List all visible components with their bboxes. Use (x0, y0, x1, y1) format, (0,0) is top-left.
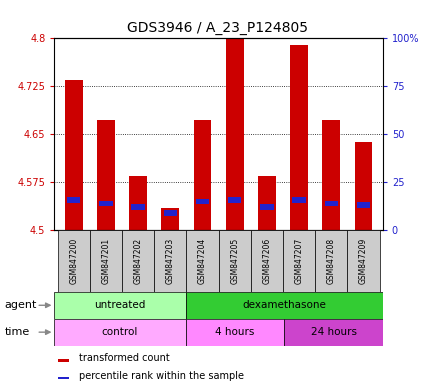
Bar (195, 199, 209, 205)
Bar (54, 319, 185, 346)
Bar (347, 230, 379, 292)
Bar (163, 210, 177, 216)
Bar (283, 230, 315, 292)
Bar (322, 120, 339, 230)
Bar (54, 292, 185, 319)
Bar (161, 208, 179, 230)
Text: 24 hours: 24 hours (310, 327, 356, 337)
Bar (250, 230, 283, 292)
Text: agent: agent (4, 300, 36, 310)
Bar (58, 359, 69, 362)
Bar (185, 319, 284, 346)
Text: GSM847205: GSM847205 (230, 238, 239, 284)
Text: GSM847208: GSM847208 (326, 238, 335, 284)
Bar (67, 197, 80, 203)
Bar (292, 197, 305, 203)
Text: time: time (4, 327, 30, 337)
Text: GSM847204: GSM847204 (197, 238, 207, 284)
Text: GSM847202: GSM847202 (133, 238, 142, 284)
Bar (65, 80, 82, 230)
Bar (99, 201, 112, 207)
Bar (356, 202, 369, 208)
Bar (284, 319, 382, 346)
Text: GSM847200: GSM847200 (69, 238, 78, 284)
Bar (354, 142, 372, 230)
Bar (218, 230, 250, 292)
Bar (324, 201, 337, 207)
Text: GSM847201: GSM847201 (101, 238, 110, 284)
Text: GSM847209: GSM847209 (358, 238, 367, 284)
Text: untreated: untreated (94, 300, 145, 310)
Bar (289, 45, 307, 230)
Bar (122, 230, 154, 292)
Bar (154, 230, 186, 292)
Text: GSM847207: GSM847207 (294, 238, 303, 284)
Text: percentile rank within the sample: percentile rank within the sample (79, 371, 243, 381)
Bar (260, 204, 273, 210)
Bar (131, 204, 145, 210)
Bar (58, 377, 69, 379)
Text: dexamethasone: dexamethasone (242, 300, 326, 310)
Text: control: control (102, 327, 138, 337)
Bar (227, 197, 241, 203)
Text: transformed count: transformed count (79, 353, 169, 363)
Bar (89, 230, 122, 292)
Text: 4 hours: 4 hours (215, 327, 254, 337)
Bar (315, 230, 347, 292)
Bar (257, 176, 275, 230)
Bar (186, 230, 218, 292)
Text: GSM847206: GSM847206 (262, 238, 271, 284)
Text: GDS3946 / A_23_P124805: GDS3946 / A_23_P124805 (127, 21, 307, 35)
Bar (129, 176, 147, 230)
Bar (225, 10, 243, 230)
Bar (193, 120, 211, 230)
Bar (185, 292, 382, 319)
Bar (97, 120, 115, 230)
Text: GSM847203: GSM847203 (165, 238, 174, 284)
Bar (57, 230, 89, 292)
